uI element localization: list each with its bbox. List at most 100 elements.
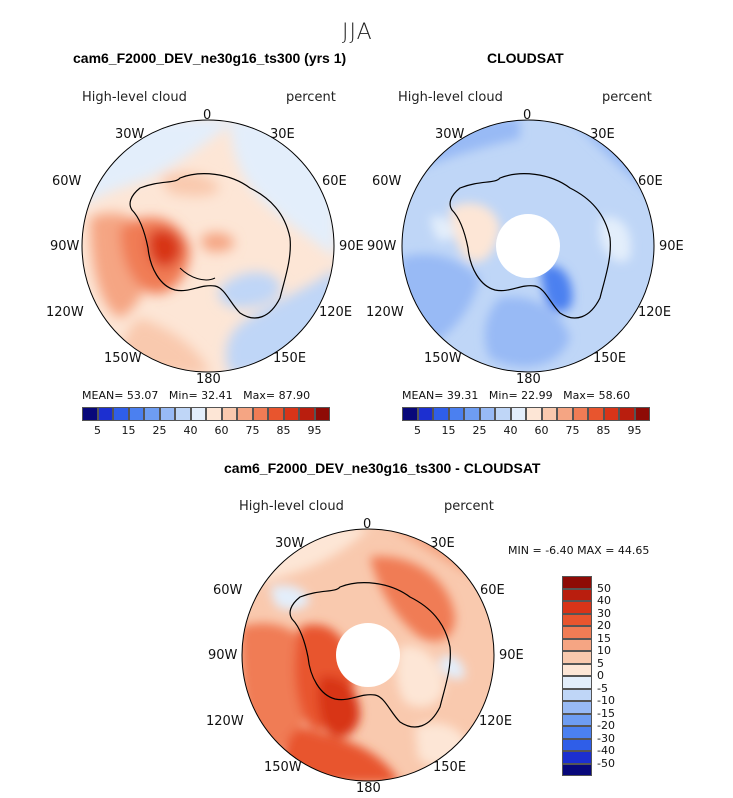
diff-colorbar-tick: 15	[597, 631, 611, 645]
diff-colorbar-cell	[562, 601, 592, 614]
model-colorbar-tick: 60	[214, 424, 229, 437]
model-variable-label: High-level cloud	[82, 90, 187, 105]
obs-colorbar-tick: 75	[565, 424, 580, 437]
diff-colorbar-tick: -15	[597, 706, 615, 720]
diff-colorbar-cell	[562, 726, 592, 739]
diff-lon-120e: 120E	[479, 714, 513, 729]
diff-lon-0: 0	[363, 517, 372, 532]
diff-colorbar-tick: -5	[597, 681, 608, 695]
obs-colorbar: 5 15 25 40 60 75 85 95	[402, 407, 650, 439]
obs-colorbar-cell	[402, 407, 418, 421]
model-colorbar-cell	[144, 407, 160, 421]
diff-colorbar-cell	[562, 663, 592, 676]
model-colorbar: 5 15 25 40 60 75 85 95	[82, 407, 330, 439]
diff-colorbar-cell	[562, 713, 592, 726]
model-lon-180: 180	[196, 372, 221, 387]
model-colorbar-tick: 40	[183, 424, 198, 437]
model-colorbar-tick: 25	[152, 424, 167, 437]
obs-colorbar-tick: 60	[534, 424, 549, 437]
obs-lon-60e: 60E	[638, 174, 663, 189]
obs-lon-0: 0	[523, 108, 532, 123]
diff-lon-60w: 60W	[213, 583, 243, 598]
model-lon-60w: 60W	[52, 174, 82, 189]
obs-stats: MEAN= 39.31 Min= 22.99 Max= 58.60	[402, 389, 631, 402]
diff-colorbar-tick: -40	[597, 744, 615, 757]
model-colorbar-tick: 5	[94, 424, 101, 437]
model-stats: MEAN= 53.07 Min= 32.41 Max= 87.90	[82, 389, 311, 402]
model-colorbar-tick: 95	[307, 424, 322, 437]
diff-lon-90e: 90E	[499, 648, 524, 663]
model-units-label: percent	[286, 90, 336, 105]
diff-colorbar-cell	[562, 701, 592, 714]
obs-lon-60w: 60W	[372, 174, 402, 189]
diff-lon-150e: 150E	[433, 760, 467, 775]
model-colorbar-cell	[113, 407, 129, 421]
obs-colorbar-cell	[619, 407, 635, 421]
model-colorbar-tick: 15	[121, 424, 136, 437]
diff-lon-180: 180	[356, 781, 381, 796]
obs-colorbar-cell	[479, 407, 495, 421]
obs-lon-90w: 90W	[367, 239, 397, 254]
obs-colorbar-cell	[572, 407, 588, 421]
diff-lon-120w: 120W	[206, 714, 244, 729]
obs-lon-90e: 90E	[659, 239, 684, 254]
model-lon-30w: 30W	[115, 127, 145, 142]
obs-lon-120e: 120E	[638, 305, 672, 320]
model-colorbar-tick: 75	[245, 424, 260, 437]
diff-lon-60e: 60E	[480, 583, 505, 598]
model-lon-0: 0	[203, 108, 212, 123]
obs-variable-label: High-level cloud	[398, 90, 503, 105]
diff-lon-30w: 30W	[275, 536, 305, 551]
diff-panel-title: cam6_F2000_DEV_ne30g16_ts300 - CLOUDSAT	[224, 460, 541, 476]
diff-colorbar-tick: 10	[597, 644, 611, 657]
model-lon-90e: 90E	[339, 239, 364, 254]
figure-title: JJA	[342, 20, 373, 45]
model-colorbar-cell	[175, 407, 191, 421]
obs-colorbar-tick: 40	[503, 424, 518, 437]
obs-colorbar-tick: 85	[596, 424, 611, 437]
obs-units-label: percent	[602, 90, 652, 105]
obs-colorbar-cell	[541, 407, 557, 421]
diff-colorbar-tick: -10	[597, 694, 615, 707]
obs-colorbar-cell	[448, 407, 464, 421]
diff-colorbar-tick: -30	[597, 731, 615, 745]
model-lon-120w: 120W	[46, 305, 84, 320]
obs-colorbar-cell	[603, 407, 619, 421]
diff-colorbar-tick: 20	[597, 619, 611, 632]
model-colorbar-cell	[128, 407, 144, 421]
model-colorbar-cell	[252, 407, 268, 421]
diff-lon-30e: 30E	[430, 536, 455, 551]
obs-colorbar-cell	[464, 407, 480, 421]
model-lon-60e: 60E	[322, 174, 347, 189]
diff-colorbar-cell	[562, 651, 592, 664]
model-lon-120e: 120E	[319, 305, 353, 320]
model-colorbar-cell	[206, 407, 222, 421]
diff-colorbar-cell	[562, 588, 592, 601]
diff-lon-150w: 150W	[264, 760, 302, 775]
obs-colorbar-cell	[634, 407, 650, 421]
diff-stats: MIN = -6.40 MAX = 44.65	[508, 544, 650, 557]
diff-colorbar-cell	[562, 688, 592, 701]
model-colorbar-cell	[221, 407, 237, 421]
diff-colorbar-cell	[562, 613, 592, 626]
obs-panel-title: CLOUDSAT	[487, 50, 564, 66]
diff-colorbar-tick: 40	[597, 594, 611, 607]
diff-colorbar-tick: -50	[597, 756, 615, 770]
obs-lon-150w: 150W	[424, 351, 462, 366]
obs-colorbar-cell	[510, 407, 526, 421]
obs-polar-map	[401, 119, 655, 373]
diff-colorbar-tick: -20	[597, 719, 615, 732]
model-colorbar-cell	[159, 407, 175, 421]
obs-colorbar-tick: 25	[472, 424, 487, 437]
diff-colorbar-cell	[562, 638, 592, 651]
diff-variable-label: High-level cloud	[239, 499, 344, 514]
model-polar-map	[81, 119, 335, 373]
obs-colorbar-cell	[557, 407, 573, 421]
model-colorbar-tick: 85	[276, 424, 291, 437]
model-colorbar-cell	[299, 407, 315, 421]
diff-polar-map	[241, 528, 495, 782]
obs-colorbar-tick: 95	[627, 424, 642, 437]
model-colorbar-cell	[314, 407, 330, 421]
diff-colorbar-cell	[562, 626, 592, 639]
diff-colorbar-cell	[562, 751, 592, 764]
